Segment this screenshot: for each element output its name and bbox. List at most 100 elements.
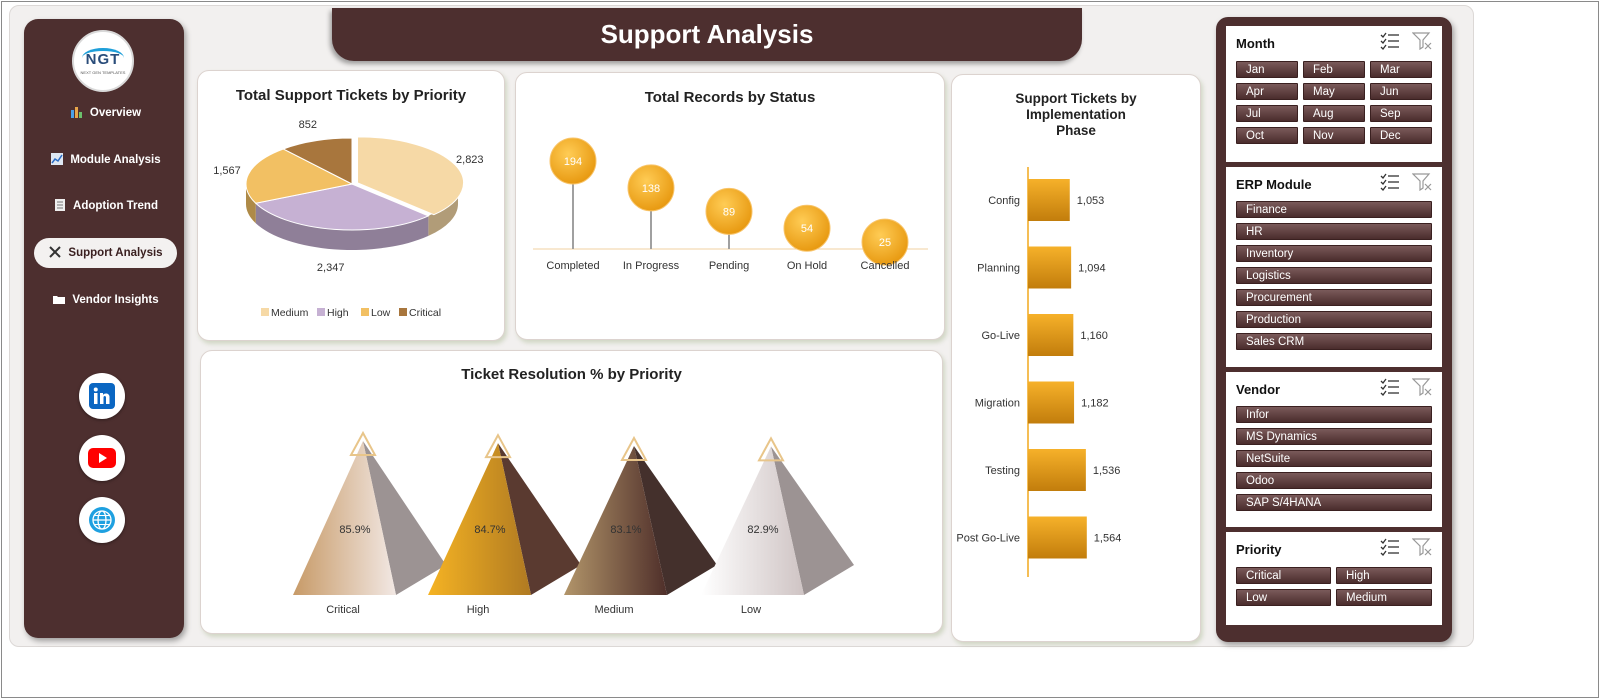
chart-title: Total Records by Status <box>644 89 816 106</box>
data-label: 1,567 <box>213 165 241 177</box>
pyramid-critical <box>293 441 396 595</box>
sidebar-item-support-analysis[interactable]: Support Analysis <box>34 238 177 268</box>
filter-option-oct[interactable]: Oct <box>1236 127 1298 144</box>
filter-option-low[interactable]: Low <box>1236 589 1331 606</box>
category-label: Cancelled <box>861 260 910 272</box>
filter-option-mar[interactable]: Mar <box>1370 61 1432 78</box>
slicer-title: Vendor <box>1236 382 1281 397</box>
legend-label: High <box>327 307 349 319</box>
pyramid-high <box>428 443 531 595</box>
linkedin-icon[interactable] <box>79 373 125 419</box>
category-label: Low <box>741 604 761 616</box>
data-label: 89 <box>723 206 735 218</box>
filter-option-sep[interactable]: Sep <box>1370 105 1432 122</box>
data-label: 1,536 <box>1093 465 1121 477</box>
globe-icon[interactable] <box>79 497 125 543</box>
pie-slice-low <box>245 148 354 204</box>
status-lollipop-chart: 194 Completed 138 In Progress 89 Pending 54 On … <box>533 137 928 272</box>
data-label: 1,564 <box>1094 533 1122 545</box>
filter-option-dec[interactable]: Dec <box>1370 127 1432 144</box>
filter-option-ms-dynamics[interactable]: MS Dynamics <box>1236 428 1432 445</box>
filter-option-critical[interactable]: Critical <box>1236 567 1331 584</box>
category-label: On Hold <box>787 260 827 272</box>
bar <box>1028 449 1086 491</box>
category-label: Post Go-Live <box>956 533 1020 545</box>
filter-option-infor[interactable]: Infor <box>1236 406 1432 423</box>
category-label: Go-Live <box>981 330 1020 342</box>
category-label: Config <box>988 195 1020 207</box>
clear-filter-icon[interactable] <box>1411 378 1432 401</box>
filter-option-aug[interactable]: Aug <box>1303 105 1365 122</box>
data-label: 852 <box>299 119 317 131</box>
category-label: Testing <box>985 465 1020 477</box>
sidebar-item-label: Module Analysis <box>70 154 161 166</box>
filter-option-apr[interactable]: Apr <box>1236 83 1298 100</box>
document-icon <box>53 198 67 214</box>
lollipop-marker <box>783 204 831 252</box>
sidebar-item-label: Vendor Insights <box>72 294 159 306</box>
lollipop-marker <box>861 218 909 266</box>
slicer-title: Month <box>1236 36 1275 51</box>
sidebar-item-adoption-trend[interactable]: Adoption Trend <box>34 191 177 221</box>
data-label: 83.1% <box>610 524 641 536</box>
pyramid-low <box>701 446 804 595</box>
filter-option-hr[interactable]: HR <box>1236 223 1432 240</box>
filter-option-jul[interactable]: Jul <box>1236 105 1298 122</box>
category-label: Planning <box>977 263 1020 275</box>
filter-option-production[interactable]: Production <box>1236 311 1432 328</box>
phase-chart-card: Support Tickets by Implementation Phase … <box>951 74 1201 642</box>
filter-option-high[interactable]: High <box>1336 567 1432 584</box>
tools-icon <box>48 245 62 261</box>
sidebar-item-vendor-insights[interactable]: Vendor Insights <box>34 285 177 315</box>
data-label: 2,823 <box>456 154 484 166</box>
filter-option-inventory[interactable]: Inventory <box>1236 245 1432 262</box>
data-label: 1,094 <box>1078 263 1106 275</box>
pyramid-side <box>771 446 854 595</box>
youtube-icon[interactable] <box>79 435 125 481</box>
legend-swatch <box>261 308 269 316</box>
filter-option-nov[interactable]: Nov <box>1303 127 1365 144</box>
filter-option-may[interactable]: May <box>1303 83 1365 100</box>
slicer-title: ERP Module <box>1236 177 1312 192</box>
bar <box>1028 314 1074 356</box>
clear-filter-icon[interactable] <box>1411 32 1432 55</box>
chart-title: Total Support Tickets by Priority <box>235 87 467 104</box>
data-label: 1,182 <box>1081 398 1109 410</box>
clear-filter-icon[interactable] <box>1411 538 1432 561</box>
clear-filter-icon[interactable] <box>1411 173 1432 196</box>
pyramid-cap <box>757 436 785 462</box>
phase-bar-chart: Config 1,053 Planning 1,094 Go-Live 1,160 Migr… <box>956 167 1122 577</box>
filter-option-logistics[interactable]: Logistics <box>1236 267 1432 284</box>
category-label: Medium <box>594 604 633 616</box>
multi-select-icon[interactable] <box>1380 538 1400 561</box>
pie-slice-critical <box>282 137 353 185</box>
filter-option-medium[interactable]: Medium <box>1336 589 1432 606</box>
multi-select-icon[interactable] <box>1380 173 1400 196</box>
filter-option-finance[interactable]: Finance <box>1236 201 1432 218</box>
erp-module-slicer: ERP Module Finance HR Inventory Logistic… <box>1226 167 1442 367</box>
folder-icon <box>52 294 66 307</box>
pyramid-cap <box>484 433 512 459</box>
logo: NGT NEXT GEN TEMPLATES <box>72 30 134 92</box>
logo-text: NGT <box>81 47 125 68</box>
filter-option-jan[interactable]: Jan <box>1236 61 1298 78</box>
multi-select-icon[interactable] <box>1380 32 1400 55</box>
multi-select-icon[interactable] <box>1380 378 1400 401</box>
sidebar-item-module-analysis[interactable]: Module Analysis <box>34 145 177 175</box>
category-label: High <box>467 604 490 616</box>
data-label: 194 <box>564 156 582 168</box>
page-title: Support Analysis <box>600 19 814 49</box>
filter-option-odoo[interactable]: Odoo <box>1236 472 1432 489</box>
data-label: 54 <box>801 223 813 235</box>
filter-option-netsuite[interactable]: NetSuite <box>1236 450 1432 467</box>
filter-option-sap-s4hana[interactable]: SAP S/4HANA <box>1236 494 1432 511</box>
filter-option-feb[interactable]: Feb <box>1303 61 1365 78</box>
chart-icon <box>50 152 64 168</box>
filter-option-procurement[interactable]: Procurement <box>1236 289 1432 306</box>
bar <box>1028 246 1072 289</box>
pie-slice-high <box>254 183 430 231</box>
filter-option-sales-crm[interactable]: Sales CRM <box>1236 333 1432 350</box>
sidebar-item-overview[interactable]: Overview <box>34 98 177 128</box>
filter-option-jun[interactable]: Jun <box>1370 83 1432 100</box>
